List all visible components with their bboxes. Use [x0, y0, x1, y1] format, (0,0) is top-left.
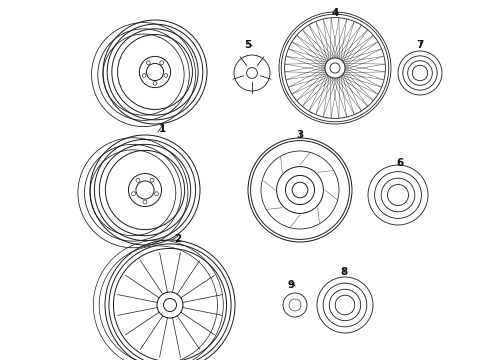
- Circle shape: [154, 192, 158, 196]
- Circle shape: [153, 81, 157, 85]
- Circle shape: [160, 61, 164, 65]
- Text: 9: 9: [288, 280, 294, 290]
- Text: 4: 4: [331, 8, 339, 18]
- Text: 5: 5: [245, 40, 252, 50]
- Text: 1: 1: [158, 124, 166, 134]
- Circle shape: [164, 74, 168, 77]
- Text: 3: 3: [296, 130, 304, 140]
- Text: 6: 6: [396, 158, 404, 168]
- Circle shape: [147, 61, 150, 65]
- Circle shape: [136, 178, 140, 182]
- Circle shape: [131, 192, 136, 196]
- Circle shape: [143, 200, 147, 204]
- Text: 7: 7: [416, 40, 424, 50]
- Circle shape: [142, 74, 146, 77]
- Circle shape: [150, 178, 154, 182]
- Text: 2: 2: [174, 234, 182, 244]
- Text: 8: 8: [341, 267, 347, 277]
- Circle shape: [325, 58, 345, 78]
